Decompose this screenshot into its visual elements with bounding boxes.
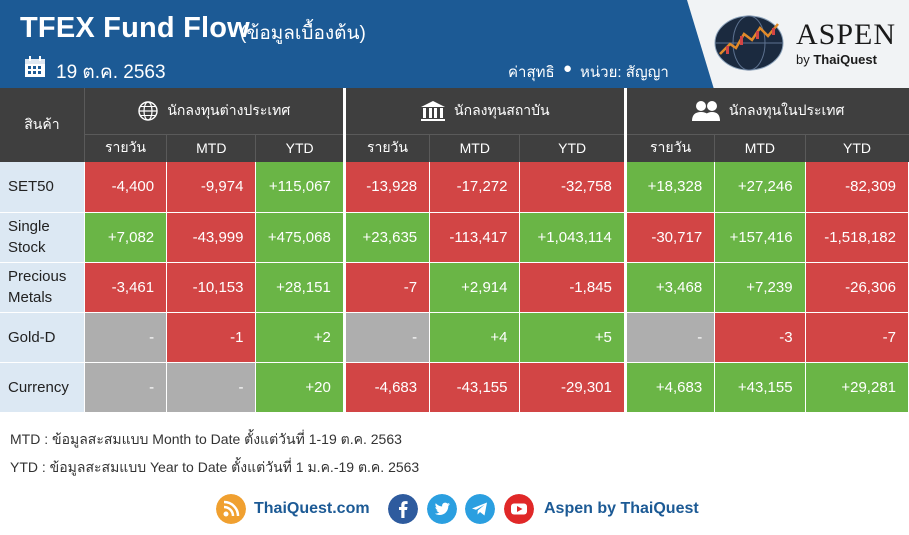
institution-icon xyxy=(421,100,446,121)
value-cell: +2,914 xyxy=(429,262,521,313)
twitter-icon[interactable] xyxy=(427,494,457,524)
page-subtitle: (ข้อมูลเบื้องต้น) xyxy=(240,23,366,44)
rss-icon[interactable] xyxy=(216,494,246,524)
value-cell: +157,416 xyxy=(714,212,806,263)
value-cell: +18,328 xyxy=(623,162,716,213)
value-cell: -7 xyxy=(805,312,909,363)
product-cell: Single Stock xyxy=(0,212,85,263)
value-cell: - xyxy=(84,312,168,363)
subheader-row: รายวัน MTD YTD รายวัน MTD YTD รายวัน MTD… xyxy=(0,133,909,162)
subheader-mtd: MTD xyxy=(429,133,520,162)
value-cell: -43,155 xyxy=(429,362,521,413)
value-cell: -1,518,182 xyxy=(805,212,909,263)
value-cell: -43,999 xyxy=(166,212,257,263)
value-cell: +20 xyxy=(255,362,345,413)
subheader-daily: รายวัน xyxy=(623,133,715,162)
value-cell: +43,155 xyxy=(714,362,806,413)
value-cell: -1 xyxy=(166,312,257,363)
value-cell: +3,468 xyxy=(623,262,716,313)
value-cell: - xyxy=(84,362,168,413)
calendar-icon xyxy=(25,56,45,77)
value-cell: +28,151 xyxy=(255,262,345,313)
value-cell: -30,717 xyxy=(623,212,716,263)
value-cell: +475,068 xyxy=(255,212,345,263)
value-cell: +5 xyxy=(519,312,626,363)
people-icon xyxy=(691,100,720,121)
subheader-ytd: YTD xyxy=(519,133,626,162)
value-cell: +4,683 xyxy=(623,362,716,413)
value-cell: +7,082 xyxy=(84,212,168,263)
table-row: Currency - - +20 -4,683 -43,155 -29,301 … xyxy=(0,362,909,413)
subheader-ytd: YTD xyxy=(804,133,909,162)
facebook-icon[interactable] xyxy=(388,494,418,524)
table-row: SET50 -4,400 -9,974 +115,067 -13,928 -17… xyxy=(0,162,909,213)
globe-icon xyxy=(138,101,159,121)
telegram-icon[interactable] xyxy=(465,494,495,524)
value-cell: -113,417 xyxy=(429,212,521,263)
value-cell: -4,683 xyxy=(342,362,431,413)
report-date: 19 ต.ค. 2563 xyxy=(56,62,166,83)
value-cell: - xyxy=(166,362,257,413)
aspen-logo-text: ASPEN xyxy=(796,18,897,51)
subheader-daily: รายวัน xyxy=(84,133,167,162)
net-label: ค่าสุทธิ xyxy=(508,64,555,81)
subheader-mtd: MTD xyxy=(166,133,256,162)
group-domestic-label: นักลงทุนในประเทศ xyxy=(728,101,845,118)
value-cell: - xyxy=(342,312,431,363)
value-cell: +4 xyxy=(429,312,521,363)
note-ytd: YTD : ข้อมูลสะสมแบบ Year to Date ตั้งแต่… xyxy=(10,459,420,475)
fund-flow-table: สินค้า นักลงทุนต่างประเทศ นักลงทุนสถาบัน xyxy=(0,88,909,413)
group-domestic: นักลงทุนในประเทศ xyxy=(623,88,909,134)
value-cell: -3 xyxy=(714,312,806,363)
value-cell: +23,635 xyxy=(342,212,431,263)
value-cell: -32,758 xyxy=(519,162,626,213)
value-cell: -4,400 xyxy=(84,162,168,213)
aspen-logo-byline: by ThaiQuest xyxy=(796,52,877,67)
value-cell: - xyxy=(623,312,716,363)
product-cell: Precious Metals xyxy=(0,262,85,313)
page-title: TFEX Fund Flow xyxy=(20,12,250,44)
website-link[interactable]: ThaiQuest.com xyxy=(254,500,370,517)
value-cell: +115,067 xyxy=(255,162,345,213)
bullet-separator: ● xyxy=(563,60,573,77)
youtube-icon[interactable] xyxy=(504,494,534,524)
subheader-daily: รายวัน xyxy=(342,133,430,162)
table-row: Precious Metals -3,461 -10,153 +28,151 -… xyxy=(0,262,909,313)
group-foreign-label: นักลงทุนต่างประเทศ xyxy=(167,101,291,118)
product-cell: Gold-D xyxy=(0,312,85,363)
group-foreign: นักลงทุนต่างประเทศ xyxy=(84,88,345,134)
subheader-ytd: YTD xyxy=(255,133,345,162)
value-cell: -3,461 xyxy=(84,262,168,313)
subheader-mtd: MTD xyxy=(714,133,806,162)
value-cell: -26,306 xyxy=(805,262,909,313)
value-cell: -9,974 xyxy=(166,162,257,213)
table-row: Single Stock +7,082 -43,999 +475,068 +23… xyxy=(0,212,909,263)
value-cell: +27,246 xyxy=(714,162,806,213)
value-cell: -17,272 xyxy=(429,162,521,213)
value-cell: -13,928 xyxy=(342,162,431,213)
value-cell: -1,845 xyxy=(519,262,626,313)
value-cell: -82,309 xyxy=(805,162,909,213)
value-cell: +1,043,114 xyxy=(519,212,626,263)
product-cell: SET50 xyxy=(0,162,85,213)
value-cell: +2 xyxy=(255,312,345,363)
product-header: สินค้า xyxy=(0,88,85,162)
value-cell: +7,239 xyxy=(714,262,806,313)
value-cell: -29,301 xyxy=(519,362,626,413)
group-institution: นักลงทุนสถาบัน xyxy=(342,88,626,134)
group-institution-label: นักลงทุนสถาบัน xyxy=(454,101,550,118)
brand-link[interactable]: Aspen by ThaiQuest xyxy=(544,500,699,517)
note-mtd: MTD : ข้อมูลสะสมแบบ Month to Date ตั้งแต… xyxy=(10,431,402,447)
value-cell: -10,153 xyxy=(166,262,257,313)
value-cell: +29,281 xyxy=(805,362,909,413)
unit-label: หน่วย: สัญญา xyxy=(580,64,669,81)
value-cell: -7 xyxy=(342,262,431,313)
product-cell: Currency xyxy=(0,362,85,413)
aspen-logo-icon xyxy=(714,15,784,71)
table-row: Gold-D - -1 +2 - +4 +5 - -3 -7 xyxy=(0,312,909,363)
